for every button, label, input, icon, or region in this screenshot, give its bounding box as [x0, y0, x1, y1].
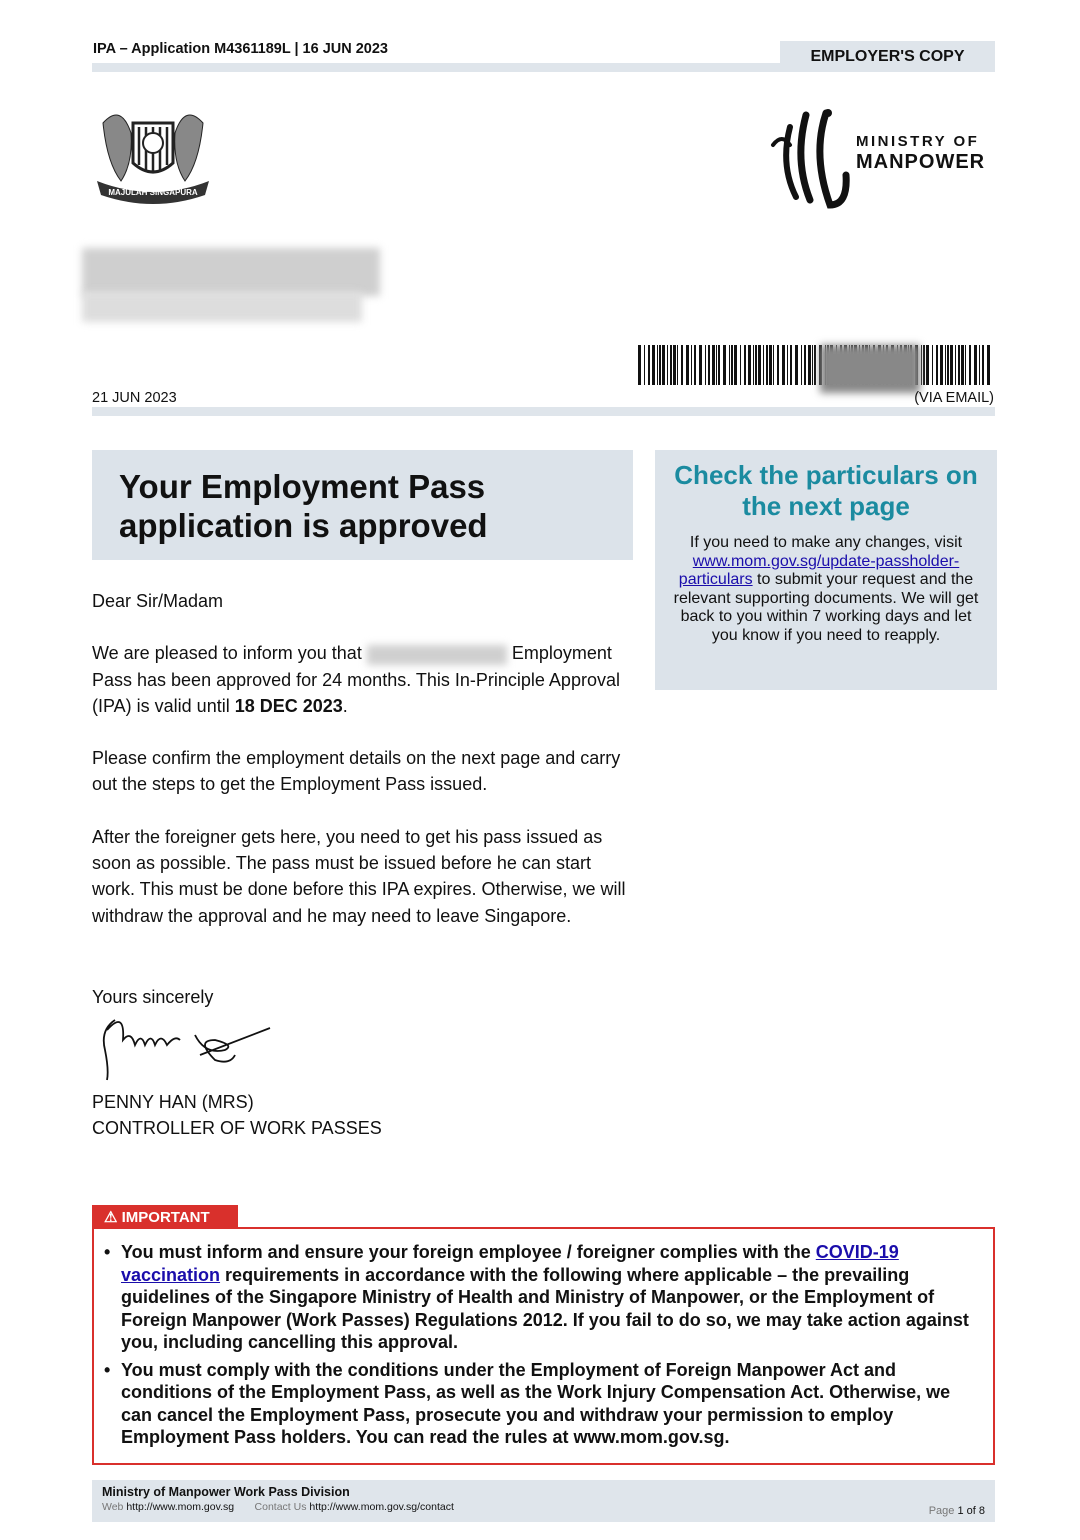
closing: Yours sincerely: [92, 987, 214, 1007]
redacted-name: [366, 644, 507, 665]
date-divider: [92, 407, 995, 416]
signatory-name: PENNY HAN (MRS): [92, 1091, 254, 1112]
footer-contact: http://www.mom.gov.sg/contact: [309, 1501, 454, 1513]
ministry-of-manpower-logo: MINISTRY OF MANPOWER: [768, 105, 993, 210]
barcode: [638, 345, 990, 385]
logo-line2: MANPOWER: [856, 151, 986, 173]
paragraph: Please confirm the employment details on…: [92, 748, 621, 795]
title-line: application is approved: [119, 507, 488, 544]
footer: Ministry of Manpower Work Pass Division …: [92, 1480, 995, 1522]
check-particulars-panel: Check the particulars on the next page If…: [655, 450, 997, 690]
redacted-address: [82, 292, 362, 322]
covid-vaccination-link[interactable]: COVID-19 vaccination: [121, 1242, 899, 1285]
application-header: IPA – Application M4361189L | 16 JUN 202…: [93, 41, 388, 57]
redacted-address: [82, 248, 380, 296]
redacted-barcode: [820, 345, 920, 393]
paragraph: We are pleased to inform you that Employ…: [92, 643, 620, 716]
title-line: Your Employment Pass: [119, 468, 486, 505]
singapore-crest-logo: MAJULAH SINGAPURA: [97, 114, 209, 204]
warning-icon: ⚠: [104, 1209, 118, 1226]
salutation: Dear Sir/Madam: [92, 591, 224, 611]
panel-text: If you need to make any changes, visit w…: [673, 534, 979, 644]
update-particulars-link[interactable]: www.mom.gov.sg/update-passholder-particu…: [678, 552, 960, 589]
signature: [102, 1019, 271, 1081]
sign-off: Yours sincerely PENNY HAN (MRS) CONTROLL…: [92, 984, 382, 1142]
notice-item: You must comply with the conditions unde…: [104, 1359, 983, 1449]
approval-title: Your Employment Pass application is appr…: [92, 450, 633, 560]
signatory-role: CONTROLLER OF WORK PASSES: [92, 1118, 382, 1138]
footer-org: Ministry of Manpower Work Pass Division: [102, 1485, 350, 1499]
important-notice: You must inform and ensure your foreign …: [92, 1227, 995, 1465]
svg-text:MAJULAH SINGAPURA: MAJULAH SINGAPURA: [108, 188, 198, 197]
paragraph: After the foreigner gets here, you need …: [92, 826, 626, 926]
letter-date: 21 JUN 2023: [92, 390, 177, 406]
important-label: ⚠ IMPORTANT: [92, 1205, 238, 1228]
page-number: Page 1 of 8: [928, 1505, 985, 1517]
panel-heading: Check the particulars on the next page: [674, 460, 978, 521]
header-divider: [92, 63, 995, 72]
letter-body: Dear Sir/Madam We are pleased to inform …: [92, 588, 637, 955]
logo-line1: MINISTRY OF: [856, 133, 980, 150]
footer-web: http://www.mom.gov.sg: [126, 1501, 235, 1513]
delivery-method: (VIA EMAIL): [914, 390, 994, 406]
notice-item: You must inform and ensure your foreign …: [104, 1241, 983, 1354]
